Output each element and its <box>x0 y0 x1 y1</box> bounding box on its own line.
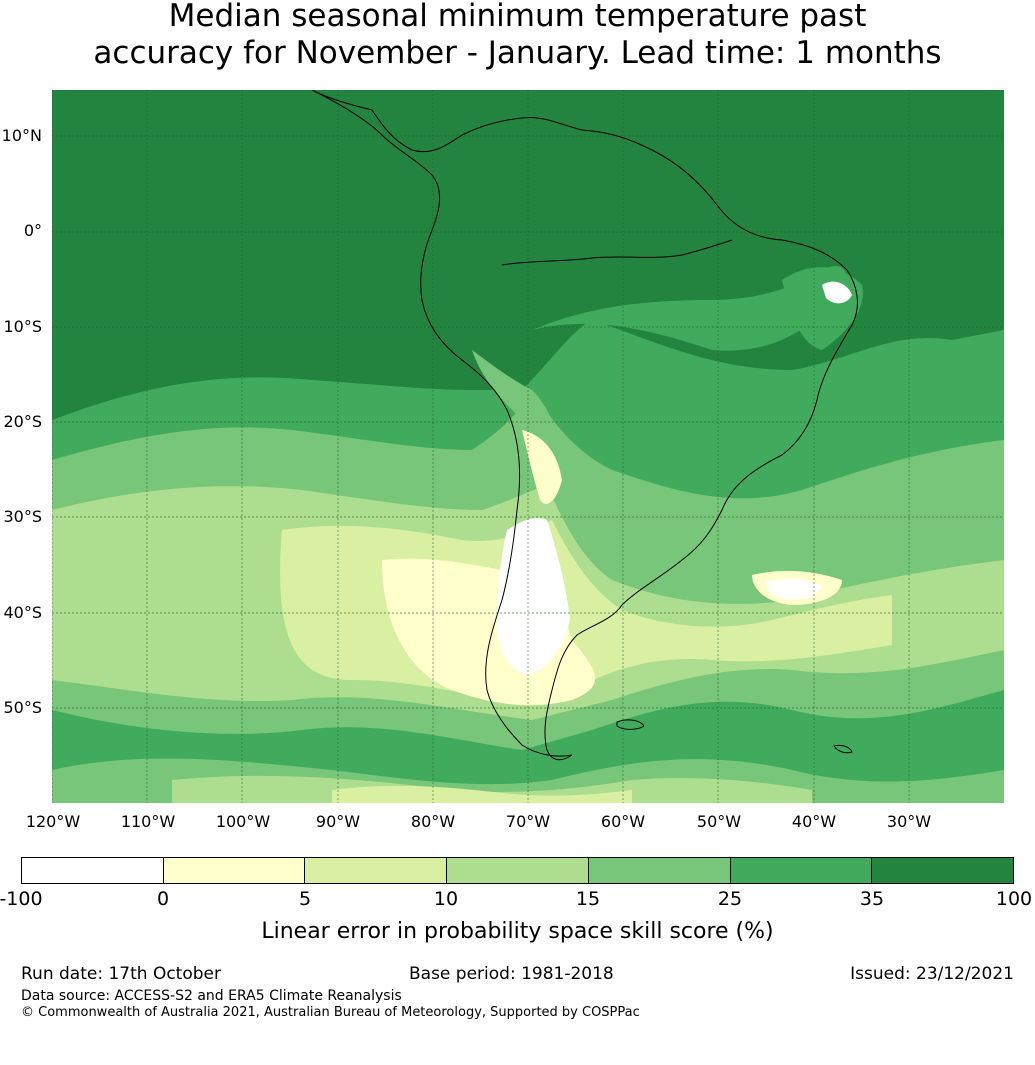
lat-label-30s: 30°S <box>3 507 42 526</box>
lon-label-80w: 80°W <box>410 812 456 831</box>
lat-label-10s: 10°S <box>3 317 42 336</box>
lat-label-20s: 20°S <box>3 412 42 431</box>
lon-label-30w: 30°W <box>886 812 932 831</box>
map-title: Median seasonal minimum temperature past… <box>0 0 1035 72</box>
lon-label-40w: 40°W <box>791 812 837 831</box>
colorbar-segment-35-100 <box>872 858 1014 883</box>
colorbar-segment-15-25 <box>588 858 731 883</box>
lat-label-50s: 50°S <box>3 698 42 717</box>
lon-label-110w: 110°W <box>120 812 176 831</box>
south-georgia <box>833 744 853 754</box>
colorbar-tick-15: 15 <box>575 888 601 910</box>
lon-label-120w: 120°W <box>25 812 81 831</box>
skill-region-0-5-andes <box>522 430 562 504</box>
skill-region-5-10-south <box>332 785 632 803</box>
amazon-river <box>501 239 733 266</box>
skill-region-negative-atlantic <box>766 578 822 600</box>
map-gridlines <box>52 90 1004 803</box>
skill-region-negative <box>497 518 570 675</box>
colorbar-tick-0: 0 <box>156 888 170 910</box>
map-title-line-1: Median seasonal minimum temperature past <box>168 0 867 34</box>
lon-label-70w: 70°W <box>505 812 551 831</box>
lon-label-90w: 90°W <box>315 812 361 831</box>
colorbar-segment-25-35 <box>730 858 873 883</box>
run-date: Run date: 17th October <box>21 964 221 984</box>
colorbar-tick-25: 25 <box>717 888 743 910</box>
skill-score-map <box>52 90 1004 803</box>
colorbar-tick-10: 10 <box>433 888 459 910</box>
colorbar-segment-10-15 <box>447 858 589 883</box>
colorbar-segment-5-10 <box>305 858 448 883</box>
map-title-line-2: accuracy for November - January. Lead ti… <box>93 35 942 71</box>
lat-label-0: 0° <box>23 221 42 240</box>
lat-label-40s: 40°S <box>3 603 42 622</box>
colorbar-segment-neg100-0 <box>22 858 164 883</box>
lon-label-60w: 60°W <box>600 812 646 831</box>
colorbar <box>21 857 1014 884</box>
lon-label-100w: 100°W <box>215 812 271 831</box>
lon-label-50w: 50°W <box>696 812 742 831</box>
map-panel <box>52 90 1004 803</box>
colorbar-tick-5: 5 <box>298 888 312 910</box>
issued-date: Issued: 23/12/2021 <box>850 964 1014 984</box>
colorbar-segment-0-5 <box>163 858 306 883</box>
copyright: © Commonwealth of Australia 2021, Austra… <box>21 1005 640 1020</box>
colorbar-tick-100: 100 <box>995 888 1033 910</box>
south-america-coastline <box>311 90 858 761</box>
colorbar-tick-neg100: -100 <box>0 888 43 910</box>
lat-label-10n: 10°N <box>1 126 42 145</box>
skill-region-negative-brazil <box>822 281 852 304</box>
data-source: Data source: ACCESS-S2 and ERA5 Climate … <box>21 988 402 1004</box>
base-period: Base period: 1981-2018 <box>409 964 614 984</box>
falkland-islands <box>616 719 645 730</box>
colorbar-tick-35: 35 <box>859 888 885 910</box>
skill-region-25-35-brazil <box>532 266 846 351</box>
colorbar-label: Linear error in probability space skill … <box>261 919 774 944</box>
